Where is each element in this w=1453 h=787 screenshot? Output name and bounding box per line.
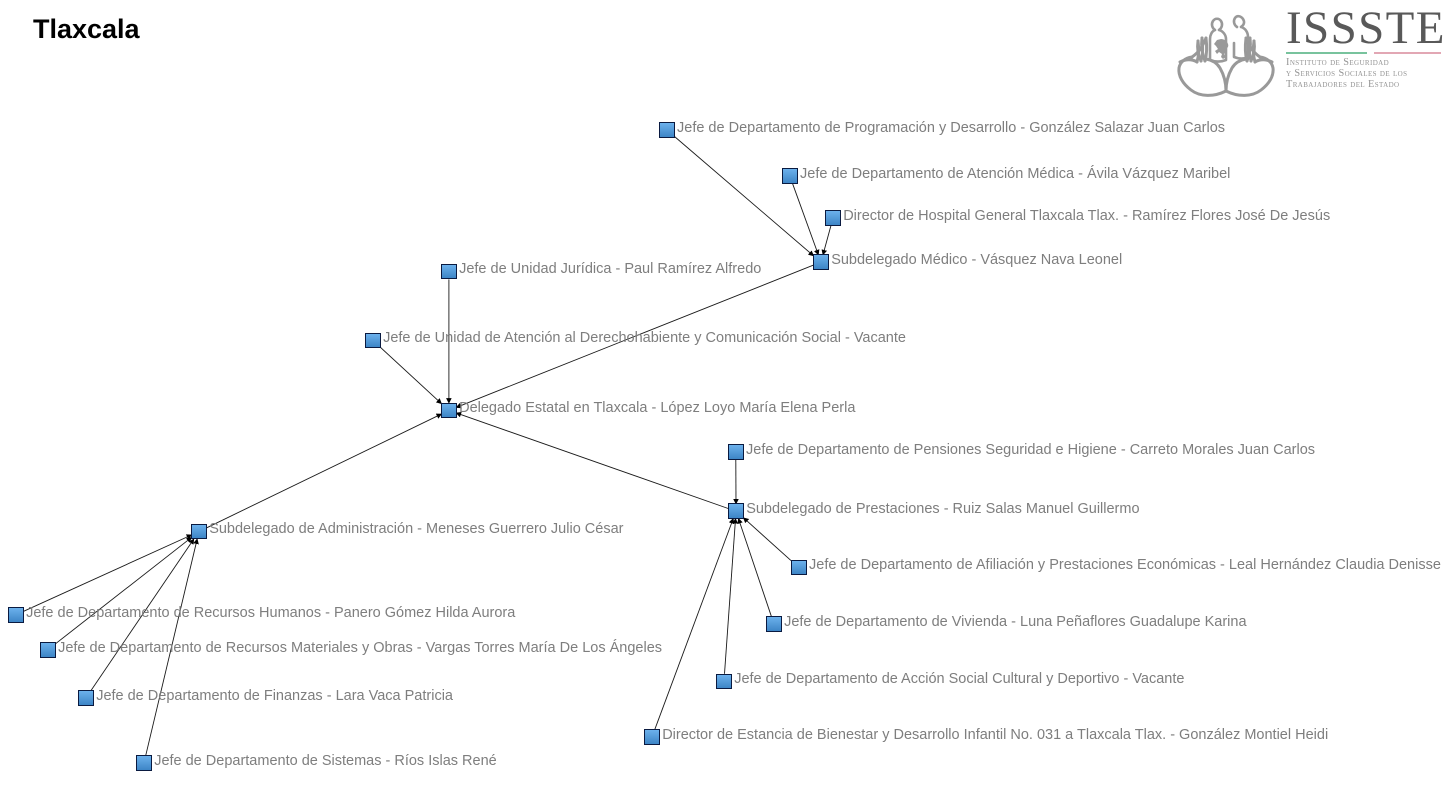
svg-text:Trabajadores del Estado: Trabajadores del Estado: [1286, 79, 1400, 90]
svg-text:ISSSTE: ISSSTE: [1286, 8, 1446, 54]
svg-text:y Servicios Sociales de los: y Servicios Sociales de los: [1286, 68, 1407, 79]
svg-text:Instituto de Seguridad: Instituto de Seguridad: [1286, 57, 1389, 68]
